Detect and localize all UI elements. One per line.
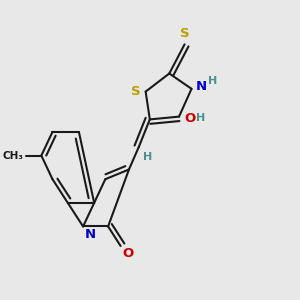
Text: S: S [131,85,141,98]
Text: O: O [184,112,195,124]
Text: O: O [123,247,134,260]
Text: H: H [196,113,206,123]
Text: CH₃: CH₃ [3,151,24,160]
Text: N: N [85,228,96,241]
Text: S: S [180,27,189,40]
Text: H: H [143,152,152,162]
Text: H: H [208,76,217,86]
Text: N: N [196,80,207,93]
